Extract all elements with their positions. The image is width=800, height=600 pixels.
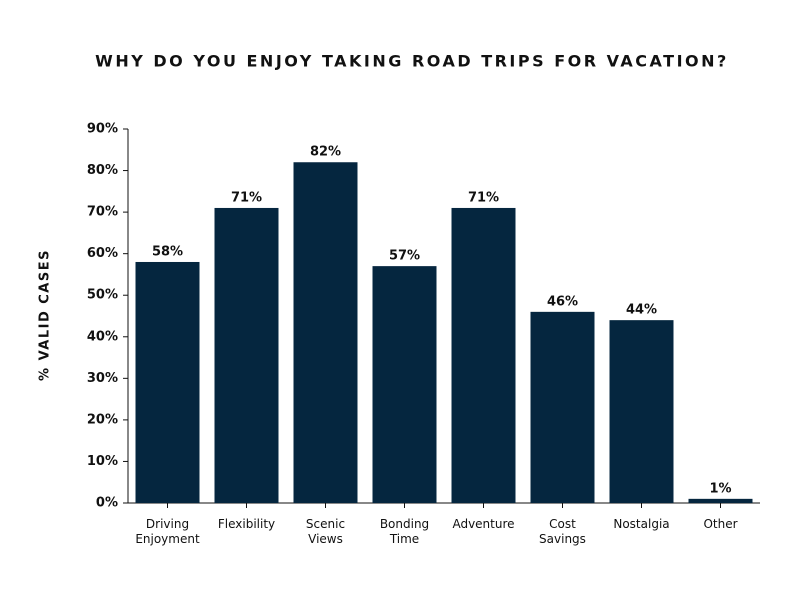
y-tick-label: 30% — [87, 371, 118, 386]
y-tick-label: 80% — [87, 163, 118, 178]
bar — [372, 266, 437, 503]
x-tick-label: Cost Savings — [539, 517, 586, 546]
y-tick-label: 20% — [87, 412, 118, 427]
x-tick-label: Driving Enjoyment — [135, 517, 200, 546]
x-tick-label: Adventure — [452, 517, 515, 531]
bar — [688, 498, 753, 503]
x-tick-label: Scenic Views — [305, 517, 346, 546]
y-axis-label: % VALID CASES — [38, 249, 53, 381]
y-tick-label: 90% — [87, 122, 118, 137]
bar — [214, 207, 279, 503]
x-tick-label: Bonding Time — [379, 517, 430, 546]
value-label: 58% — [152, 244, 183, 259]
y-tick-label: 40% — [87, 329, 118, 344]
y-tick-label: 0% — [96, 496, 118, 511]
value-label: 57% — [389, 249, 420, 264]
bar — [135, 261, 200, 503]
chart-title: WHY DO YOU ENJOY TAKING ROAD TRIPS FOR V… — [95, 52, 729, 71]
x-tick-label: Other — [703, 517, 738, 531]
value-label: 71% — [231, 190, 262, 205]
x-tick-label: Flexibility — [217, 517, 276, 531]
value-label: 1% — [709, 481, 731, 496]
bar — [530, 311, 595, 503]
y-tick-label: 50% — [87, 288, 118, 303]
bar — [451, 207, 516, 503]
value-label: 44% — [626, 303, 657, 318]
bar — [293, 162, 358, 503]
value-label: 46% — [547, 294, 578, 309]
y-tick-label: 10% — [87, 454, 118, 469]
value-label: 71% — [468, 190, 499, 205]
value-label: 82% — [310, 145, 341, 160]
y-tick-label: 60% — [87, 246, 118, 261]
x-tick-label: Nostalgia — [613, 517, 670, 531]
y-tick-label: 70% — [87, 205, 118, 220]
bar — [609, 320, 674, 503]
